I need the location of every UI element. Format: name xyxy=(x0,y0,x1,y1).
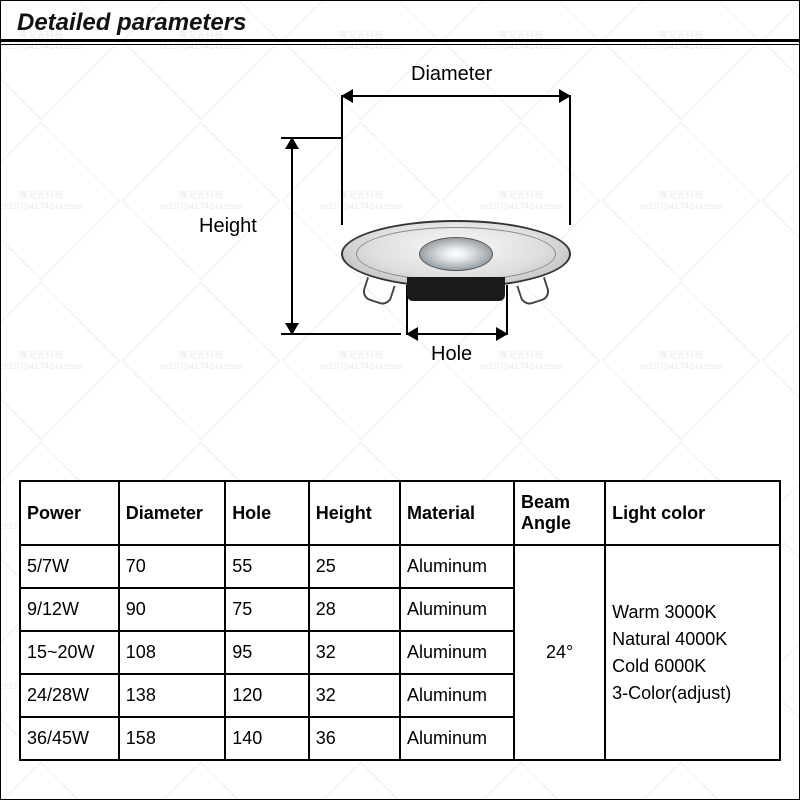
table-header-row: Power Diameter Hole Height Material Beam… xyxy=(20,481,780,545)
arrow-height xyxy=(291,137,293,335)
cell-material: Aluminum xyxy=(400,588,514,631)
cell-power: 24/28W xyxy=(20,674,119,717)
cell-material: Aluminum xyxy=(400,674,514,717)
watermark-cell: 唯见光科技cn1075417424xzsae xyxy=(601,761,761,800)
cell-diameter: 138 xyxy=(119,674,225,717)
cell-height: 32 xyxy=(309,631,400,674)
label-diameter: Diameter xyxy=(411,63,492,86)
dimension-diagram: Diameter Height Hole xyxy=(151,65,651,405)
cell-material: Aluminum xyxy=(400,545,514,588)
watermark-cell: 唯见光科技cn1075417424xzsae xyxy=(761,121,800,281)
watermark-cell: 唯见光科技cn1075417424xzsae xyxy=(0,281,121,441)
divider-thin xyxy=(1,44,799,45)
watermark-cell: 唯见光科技cn1075417424xzsae xyxy=(281,761,441,800)
divider-thick xyxy=(1,39,799,42)
col-diameter: Diameter xyxy=(119,481,225,545)
light-color-option: Natural 4000K xyxy=(612,629,773,650)
cell-hole: 120 xyxy=(225,674,309,717)
col-power: Power xyxy=(20,481,119,545)
cell-power: 5/7W xyxy=(20,545,119,588)
cell-light-color: Warm 3000K Natural 4000K Cold 6000K 3-Color… xyxy=(605,545,780,760)
cell-power: 15~20W xyxy=(20,631,119,674)
fixture-illustration xyxy=(341,185,571,315)
cell-height: 32 xyxy=(309,674,400,717)
header: Detailed parameters xyxy=(1,9,799,45)
col-beam: Beam Angle xyxy=(514,481,605,545)
arrow-diameter xyxy=(341,95,571,97)
ext-line xyxy=(281,333,401,335)
cell-height: 25 xyxy=(309,545,400,588)
col-color: Light color xyxy=(605,481,780,545)
light-color-option: Cold 6000K xyxy=(612,656,773,677)
light-color-option: 3-Color(adjust) xyxy=(612,683,773,704)
cell-height: 36 xyxy=(309,717,400,760)
watermark-cell: 唯见光科技cn1075417424xzsae xyxy=(0,761,121,800)
arrow-hole xyxy=(406,333,508,335)
watermark-cell: 唯见光科技cn1075417424xzsae xyxy=(761,761,800,800)
cell-material: Aluminum xyxy=(400,717,514,760)
watermark-cell: 唯见光科技cn1075417424xzsae xyxy=(761,281,800,441)
cell-diameter: 158 xyxy=(119,717,225,760)
col-hole: Hole xyxy=(225,481,309,545)
light-color-option: Warm 3000K xyxy=(612,602,773,623)
watermark-cell: 唯见光科技cn1075417424xzsae xyxy=(0,121,121,281)
label-hole: Hole xyxy=(431,343,472,366)
parameters-table-wrap: Power Diameter Hole Height Material Beam… xyxy=(19,480,781,761)
cell-diameter: 108 xyxy=(119,631,225,674)
cell-hole: 140 xyxy=(225,717,309,760)
cell-power: 36/45W xyxy=(20,717,119,760)
parameters-table: Power Diameter Hole Height Material Beam… xyxy=(19,480,781,761)
col-height: Height xyxy=(309,481,400,545)
cell-height: 28 xyxy=(309,588,400,631)
label-height: Height xyxy=(199,215,257,238)
cell-power: 9/12W xyxy=(20,588,119,631)
cell-hole: 55 xyxy=(225,545,309,588)
cell-beam-angle: 24° xyxy=(514,545,605,760)
page-title: Detailed parameters xyxy=(1,9,799,37)
cell-diameter: 70 xyxy=(119,545,225,588)
col-material: Material xyxy=(400,481,514,545)
cell-material: Aluminum xyxy=(400,631,514,674)
cell-diameter: 90 xyxy=(119,588,225,631)
cell-hole: 75 xyxy=(225,588,309,631)
table-row: 5/7W705525Aluminum24°Warm 3000KNatural 4… xyxy=(20,545,780,588)
cell-hole: 95 xyxy=(225,631,309,674)
watermark-cell: 唯见光科技cn1075417424xzsae xyxy=(121,761,281,800)
watermark-cell: 唯见光科技cn1075417424xzsae xyxy=(441,761,601,800)
